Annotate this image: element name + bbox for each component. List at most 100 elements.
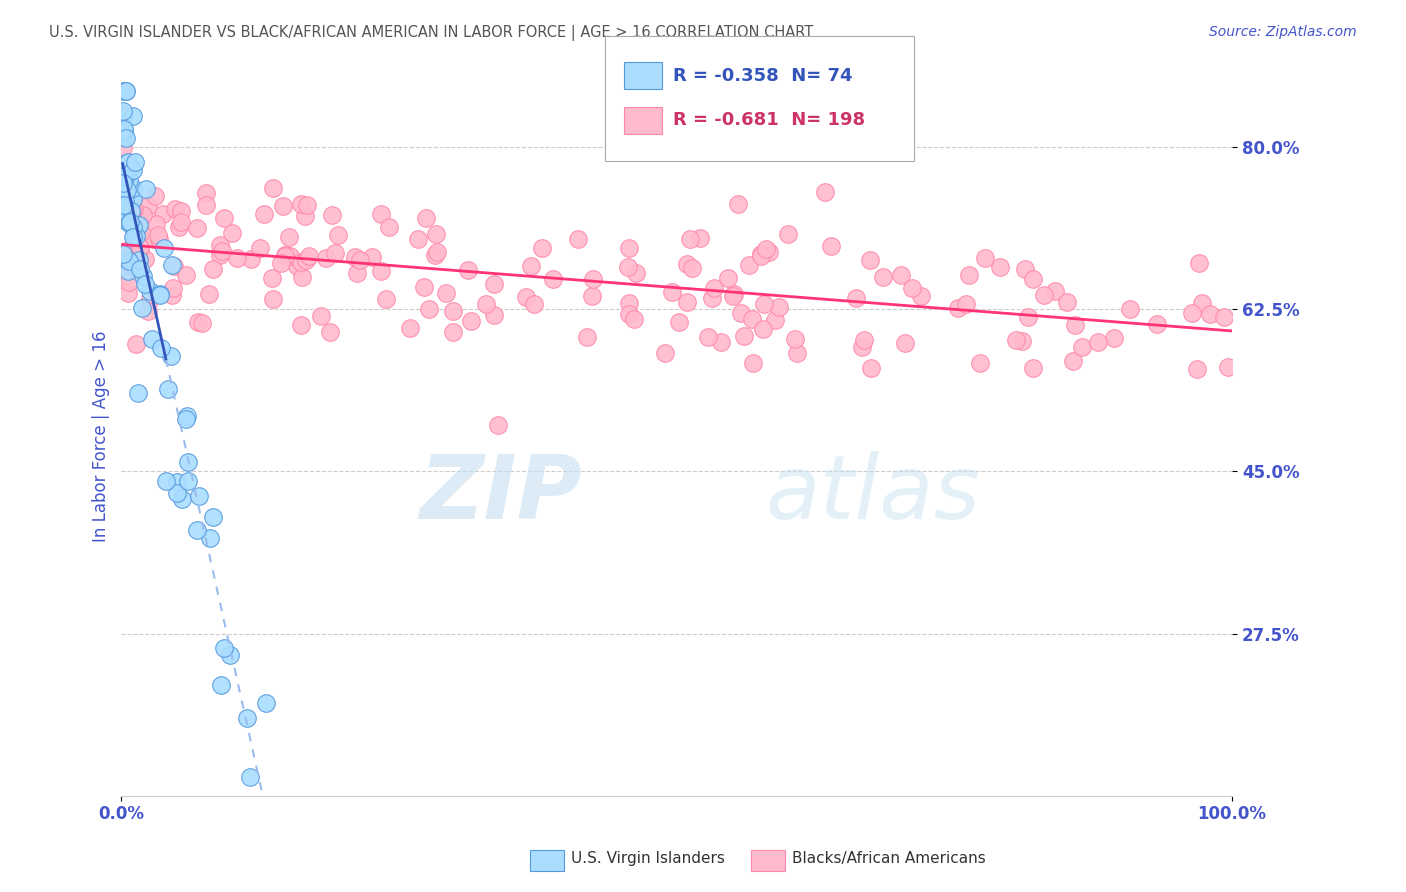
Point — [135, 182, 157, 196]
Point — [1011, 334, 1033, 348]
Point — [349, 253, 371, 268]
Point — [156, 383, 179, 397]
Point — [765, 312, 787, 326]
Point — [1146, 318, 1168, 332]
Point — [290, 318, 312, 332]
Point — [1014, 262, 1036, 277]
Point — [128, 253, 150, 268]
Point — [176, 268, 198, 282]
Point — [176, 409, 198, 423]
Point — [118, 275, 141, 289]
Point — [139, 284, 162, 298]
Point — [619, 296, 641, 310]
Point — [128, 215, 150, 229]
Point — [689, 231, 711, 245]
Point — [425, 248, 447, 262]
Point — [187, 315, 209, 329]
Point — [1181, 306, 1204, 320]
Point — [143, 189, 166, 203]
Point — [1087, 334, 1109, 349]
Point — [319, 325, 342, 339]
Point — [413, 280, 436, 294]
Point — [263, 181, 285, 195]
Point — [162, 287, 184, 301]
Point — [717, 271, 740, 285]
Point — [730, 306, 752, 320]
Point — [344, 250, 367, 264]
Point — [661, 285, 683, 300]
Point — [117, 262, 139, 277]
Point — [814, 185, 837, 199]
Point — [117, 243, 139, 257]
Point — [160, 258, 183, 272]
Point — [530, 241, 553, 255]
Point — [890, 268, 912, 282]
Point — [170, 491, 193, 506]
Point — [315, 251, 337, 265]
Point — [146, 228, 169, 243]
Point — [149, 286, 172, 301]
Point — [162, 281, 184, 295]
Point — [541, 272, 564, 286]
Point — [177, 454, 200, 468]
Point — [441, 325, 464, 339]
Point — [457, 262, 479, 277]
Point — [177, 474, 200, 488]
Point — [236, 711, 259, 725]
Point — [145, 218, 167, 232]
Point — [278, 249, 301, 263]
Point — [148, 232, 170, 246]
Point — [122, 248, 145, 262]
Point — [1056, 295, 1078, 310]
Point — [426, 245, 449, 260]
Point — [208, 237, 231, 252]
Point — [434, 286, 457, 301]
Point — [163, 202, 186, 217]
Point — [128, 219, 150, 233]
Point — [254, 696, 277, 710]
Point — [122, 181, 145, 195]
Point — [1022, 271, 1045, 285]
Point — [988, 260, 1011, 274]
Point — [515, 290, 537, 304]
Point — [290, 255, 312, 269]
Point — [742, 356, 765, 370]
Point — [187, 489, 209, 503]
Point — [654, 346, 676, 360]
Point — [114, 84, 136, 98]
Point — [115, 131, 138, 145]
Text: U.S. VIRGIN ISLANDER VS BLACK/AFRICAN AMERICAN IN LABOR FORCE | AGE > 16 CORRELA: U.S. VIRGIN ISLANDER VS BLACK/AFRICAN AM… — [49, 25, 814, 41]
Point — [969, 356, 991, 370]
Point — [425, 227, 447, 242]
Point — [723, 287, 745, 301]
Point — [749, 246, 772, 260]
Point — [186, 523, 208, 537]
Point — [894, 335, 917, 350]
Point — [111, 176, 134, 190]
Point — [758, 245, 780, 260]
Point — [910, 289, 932, 303]
Point — [582, 271, 605, 285]
Point — [115, 84, 138, 98]
Point — [298, 249, 321, 263]
Point — [122, 228, 145, 243]
Point — [112, 169, 135, 184]
Point — [768, 300, 790, 314]
Point — [112, 124, 135, 138]
Point — [120, 160, 142, 174]
Point — [326, 227, 349, 242]
Point — [1199, 307, 1222, 321]
Point — [115, 214, 138, 228]
Point — [675, 257, 697, 271]
Point — [741, 311, 763, 326]
Point — [198, 286, 221, 301]
Point — [260, 271, 283, 285]
Point — [122, 229, 145, 244]
Point — [617, 307, 640, 321]
Text: R = -0.358  N= 74: R = -0.358 N= 74 — [673, 67, 853, 85]
Point — [111, 203, 134, 218]
Point — [845, 291, 868, 305]
Point — [111, 104, 134, 119]
Point — [375, 292, 398, 306]
Point — [136, 303, 159, 318]
